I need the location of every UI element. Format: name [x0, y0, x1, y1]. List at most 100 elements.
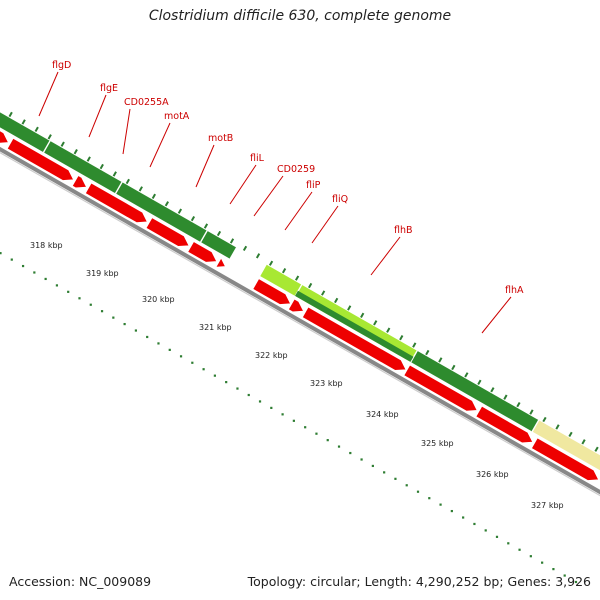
forward-tick-mark [542, 416, 547, 423]
gene-separator [200, 230, 208, 243]
scale-tick-mark [371, 464, 374, 468]
scale-label: 327 kbp [531, 501, 564, 510]
genome-summary-text: Topology: circular; Length: 4,290,252 bp… [247, 574, 591, 589]
reverse-gene-arrow [6, 137, 75, 181]
forward-tick-mark [294, 275, 300, 281]
gene-leader-line [284, 191, 313, 231]
scale-tick-mark [213, 374, 216, 377]
reverse-gene-arrow [252, 278, 292, 305]
scale-label: 321 kbp [199, 323, 232, 332]
gene-label: flhB [394, 225, 413, 236]
reverse-gene-arrow [530, 437, 600, 481]
gene-label-leaders [38, 71, 512, 334]
scale-tick-mark [529, 555, 532, 558]
scale-label: 325 kbp [421, 439, 454, 448]
gene-separator [42, 140, 51, 153]
gene-leader-line [122, 108, 131, 155]
scale-tick-mark [134, 329, 138, 332]
forward-gene-block [411, 351, 539, 432]
reverse-gene-arrow [0, 130, 10, 144]
reverse-gene-arrow [403, 364, 478, 412]
scale-tick-mark [236, 387, 239, 390]
scale-label: 322 kbp [255, 351, 288, 360]
scale-tick-mark [349, 451, 352, 455]
scale-tick-mark [394, 477, 397, 480]
forward-tick-mark [451, 364, 456, 371]
forward-tick-mark [99, 163, 104, 170]
gene-leader-line [481, 296, 512, 334]
scale-tick-mark [518, 548, 521, 551]
forward-tick-mark [112, 171, 117, 177]
scale-tick-mark [112, 316, 115, 319]
scale-tick-mark [507, 542, 510, 545]
scale-tick-mark [439, 503, 442, 506]
reverse-strand-track [0, 130, 600, 481]
scale-tick-mark [225, 381, 228, 384]
backbone-line [0, 146, 600, 495]
forward-tick-mark [281, 268, 287, 274]
forward-tick-mark [73, 148, 78, 155]
forward-tick-mark [47, 134, 52, 140]
forward-tick-mark [21, 119, 26, 125]
scale-tick-mark [304, 426, 307, 429]
accession-text: Accession: NC_009089 [9, 574, 152, 589]
forward-tick-mark [216, 230, 222, 237]
forward-tick-mark [255, 253, 261, 259]
forward-tick-mark [412, 342, 417, 348]
scale-tick-mark [67, 290, 70, 293]
forward-tick-track [8, 111, 599, 452]
forward-tick-mark [164, 201, 170, 207]
gene-label: CD0255A [124, 97, 169, 108]
scale-tick-mark [247, 393, 250, 397]
forward-gene-block [260, 264, 302, 296]
scale-tick-mark [428, 497, 431, 500]
scale-tick-mark [473, 522, 476, 526]
scale-label: 323 kbp [310, 379, 343, 388]
forward-tick-mark [529, 409, 534, 415]
gene-leader-line [88, 94, 107, 138]
forward-tick-mark [177, 208, 183, 214]
scale-tick-mark [281, 413, 284, 416]
gene-label: fliP [306, 180, 321, 191]
gene-leader-line [370, 236, 401, 276]
forward-tick-mark [438, 357, 443, 363]
forward-tick-mark [138, 186, 143, 192]
scale-tick-mark [123, 322, 126, 326]
forward-gene-block [294, 290, 414, 362]
forward-tick-mark [516, 401, 521, 408]
forward-gene-block [116, 182, 207, 242]
scale-tick-mark [315, 432, 318, 435]
scale-tick-mark [100, 310, 104, 313]
scale-tick-mark [292, 419, 295, 422]
forward-tick-mark [34, 126, 39, 133]
forward-tick-mark [125, 178, 130, 185]
reverse-gene-arrow [287, 298, 305, 313]
scale-tick-mark [157, 342, 160, 345]
gene-leader-line [149, 122, 171, 168]
map-title: Clostridium difficile 630, complete geno… [148, 8, 452, 24]
gene-labels: flgD flgE CD0255A motA motB fliL CD0259 fliP fli… [52, 60, 524, 296]
scale-tick-track [0, 252, 578, 584]
forward-tick-mark [490, 387, 495, 393]
scale-tick-mark [552, 568, 555, 571]
gene-label: CD0259 [277, 164, 315, 175]
reverse-gene-arrow [475, 405, 534, 444]
forward-tick-mark [360, 312, 365, 319]
gene-label: flhA [505, 285, 524, 296]
scale-tick-mark [33, 271, 36, 274]
scale-tick-mark [484, 529, 487, 532]
scale-tick-mark [416, 490, 420, 493]
scale-tick-mark [0, 252, 2, 255]
reverse-gene-arrow [71, 174, 88, 189]
forward-tick-mark [60, 141, 65, 147]
forward-tick-mark [242, 245, 248, 252]
forward-tick-mark [581, 439, 586, 445]
gene-label: flgE [100, 83, 118, 94]
forward-tick-mark [308, 282, 313, 289]
forward-tick-mark [334, 297, 339, 304]
scale-tick-mark [337, 445, 341, 448]
scale-tick-mark [89, 303, 92, 306]
scale-tick-mark [146, 335, 149, 339]
scale-label: 318 kbp [30, 241, 63, 250]
